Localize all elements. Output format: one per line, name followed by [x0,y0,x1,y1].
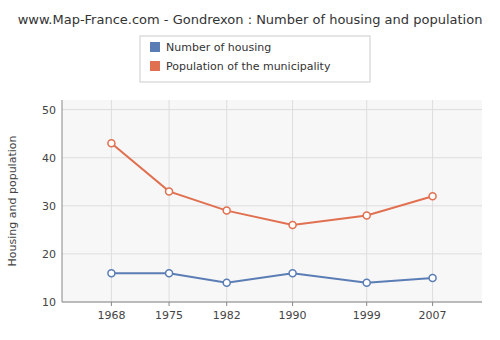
tick-label: 1968 [97,309,125,322]
point [166,270,173,277]
tick-label: 1975 [155,309,183,322]
background [0,0,500,340]
tick-label: 2007 [419,309,447,322]
chart: www.Map-France.com - Gondrexon : Number … [0,0,500,340]
legend-label: Number of housing [166,41,271,54]
tick-mark [292,302,293,306]
point [363,212,370,219]
legend-frame [140,36,370,82]
point [223,279,230,286]
tick-mark [366,302,367,306]
point [108,270,115,277]
title: www.Map-France.com - Gondrexon : Number … [18,12,483,27]
point [166,188,173,195]
point [108,140,115,147]
point [429,193,436,200]
tick-mark [226,302,227,306]
tick-label: 1990 [279,309,307,322]
legend: Number of housing Population of the munic… [140,36,370,82]
y-axis [62,100,63,302]
point [289,270,296,277]
grid-line [226,100,227,302]
legend-label: Population of the municipality [166,60,331,73]
tick-label: 10 [42,296,56,309]
grid-line [62,205,482,206]
grid-line [432,100,433,302]
grid-line [62,157,482,158]
point [429,274,436,281]
y-axis-label: Housing and population [6,136,19,267]
grid-line [62,302,482,303]
tick-label: 30 [42,200,56,213]
line [111,143,432,225]
grid-line [62,109,482,110]
grid-line [62,253,482,254]
tick-label: 20 [42,248,56,261]
line [111,273,432,283]
tick-label: 1999 [353,309,381,322]
grid [62,100,482,302]
point [363,279,370,286]
tick-mark [432,302,433,306]
tick-label: 1982 [213,309,241,322]
data [108,140,436,286]
tick-mark [169,302,170,306]
plot-area [62,100,482,302]
legend-swatch [150,42,160,52]
tick-label: 50 [42,104,56,117]
x-axis [62,302,482,303]
point [223,207,230,214]
tick-label: 40 [42,152,56,165]
point [289,222,296,229]
legend-swatch [150,61,160,71]
grid-line [366,100,367,302]
tick-mark [111,302,112,306]
